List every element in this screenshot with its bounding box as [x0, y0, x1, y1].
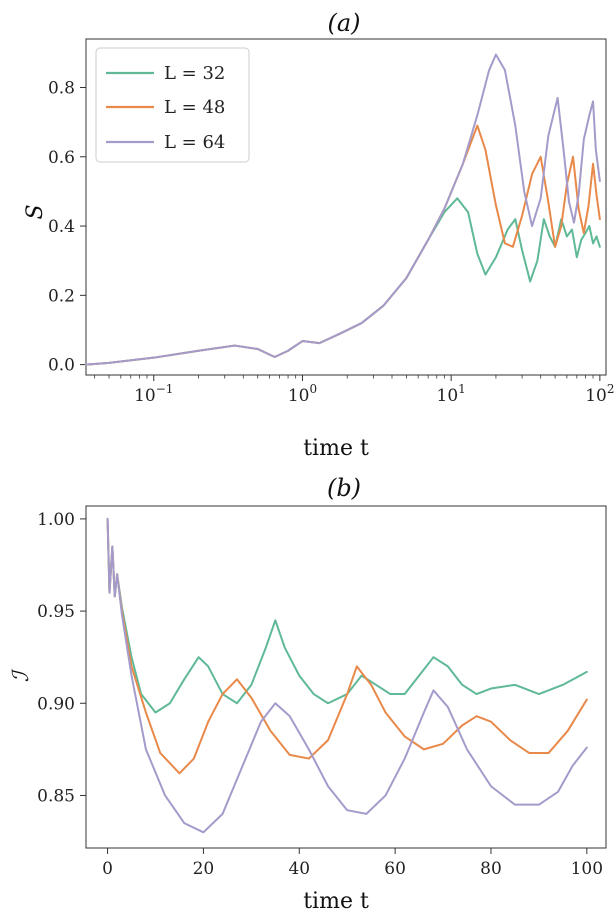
axes-frame-b — [85, 505, 607, 849]
x-tick-label-b: 0 — [102, 859, 113, 879]
legend-box — [95, 47, 250, 163]
title-b: (b) — [327, 474, 361, 502]
panel-a: (a) 10−1 100 101 102 0.0 0.2 0.4 0.6 0.8 S time … — [23, 9, 614, 461]
x-tick-label-b: 40 — [288, 859, 310, 879]
x-tick-label-b: 60 — [384, 859, 406, 879]
ticks-b: 0 20 40 60 80 100 0.85 0.90 0.95 1.00 — [37, 510, 603, 879]
y-tick-label-a: 0.6 — [48, 148, 75, 168]
legend-label-l48: L = 48 — [164, 97, 225, 118]
series-line-l32-a — [85, 197, 601, 366]
y-tick-label-a: 0.8 — [48, 78, 75, 98]
ticks-a: 10−1 100 101 102 0.0 0.2 0.4 0.6 0.8 — [48, 78, 614, 406]
series-line-l64-b — [106, 517, 588, 834]
ylabel-b: ℐ — [9, 668, 34, 682]
panel-b: (b) 0 20 40 60 80 100 0.85 0.90 0.95 1.00 ℐ time … — [9, 474, 607, 914]
x-tick-label-b: 80 — [480, 859, 502, 879]
y-tick-label-b: 0.90 — [37, 694, 75, 714]
x-tick-label-a: 10−1 — [134, 382, 173, 406]
series-b — [106, 517, 588, 834]
y-tick-label-a: 0.2 — [48, 286, 75, 306]
title-a: (a) — [327, 9, 360, 37]
y-tick-label-b: 0.85 — [37, 786, 75, 806]
xlabel-a: time t — [303, 436, 369, 461]
y-tick-label-b: 0.95 — [37, 602, 75, 622]
y-tick-label-a: 0.4 — [48, 217, 75, 237]
x-tick-label-b: 20 — [193, 859, 215, 879]
x-tick-label-a: 101 — [437, 382, 466, 406]
axes-frame-a — [85, 38, 607, 376]
ylabel-a: S — [23, 204, 48, 219]
legend-a: L = 32 L = 48 L = 64 — [95, 47, 250, 163]
series-line-l48-b — [106, 517, 588, 775]
series-a — [85, 53, 601, 366]
x-tick-label-a: 100 — [288, 382, 317, 406]
legend-label-l64: L = 64 — [164, 132, 225, 153]
series-line-l64-a — [85, 53, 601, 366]
x-tick-label-a: 102 — [585, 382, 614, 406]
legend-label-l32: L = 32 — [164, 63, 225, 84]
y-tick-label-b: 1.00 — [37, 510, 75, 530]
xlabel-b: time t — [303, 889, 369, 914]
series-line-l32-b — [106, 517, 588, 714]
x-tick-label-b: 100 — [571, 859, 603, 879]
y-tick-label-a: 0.0 — [48, 356, 75, 376]
